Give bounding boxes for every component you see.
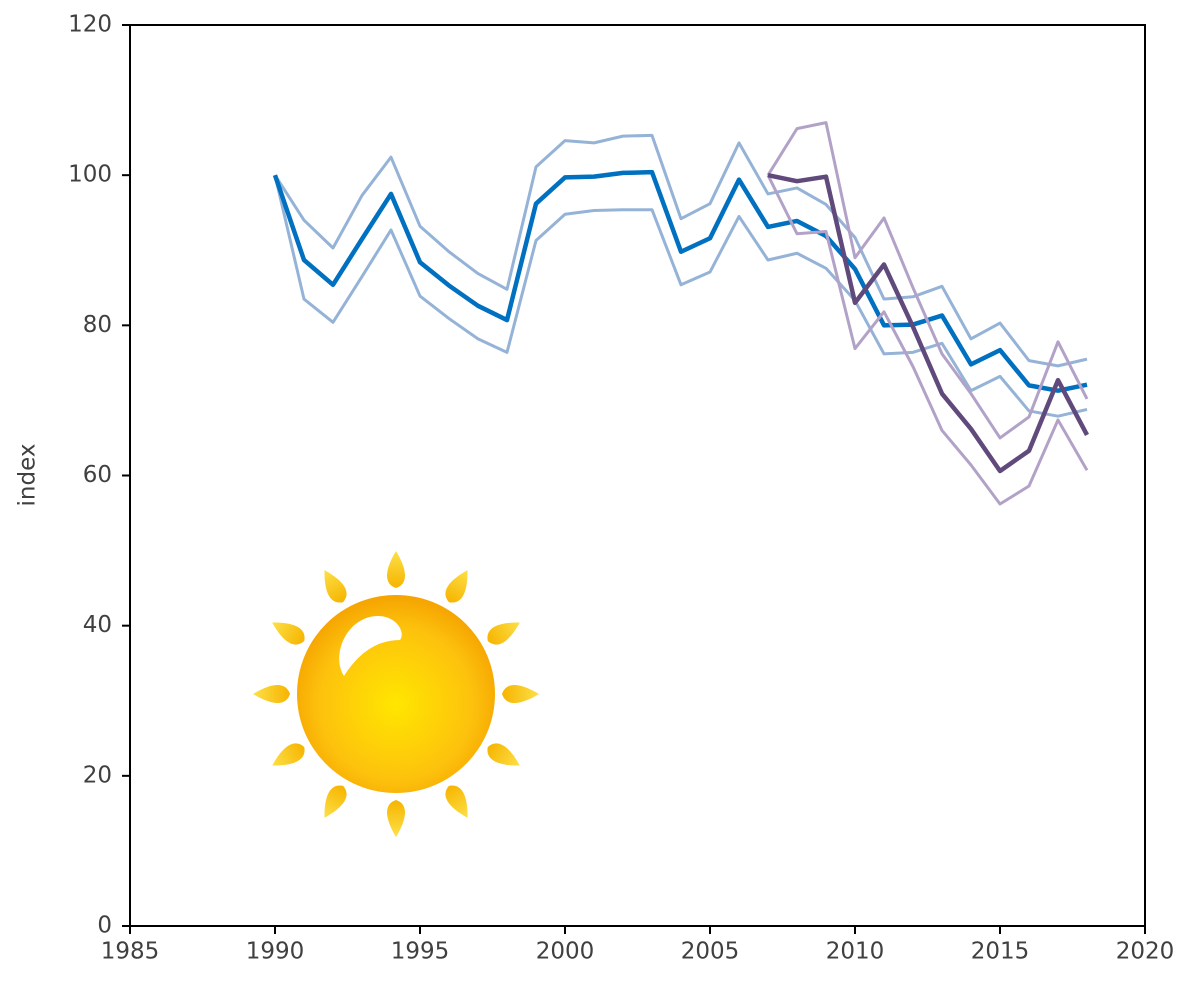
y-tick-label: 40	[83, 612, 112, 638]
sun-decoration	[253, 551, 539, 837]
series-line	[766, 174, 1089, 506]
y-axis-label: index	[15, 444, 41, 507]
y-tick-label: 120	[68, 12, 112, 38]
x-tick-label: 2020	[1116, 939, 1175, 965]
series-line	[272, 169, 1088, 393]
x-tick-label: 1995	[391, 939, 450, 965]
x-tick-label: 2000	[536, 939, 595, 965]
series-line	[273, 133, 1088, 368]
series-line	[767, 172, 1089, 474]
y-tick-label: 60	[83, 462, 112, 488]
series-line	[766, 121, 1089, 440]
x-tick-label: 2010	[826, 939, 885, 965]
plot-frame	[129, 24, 1146, 927]
y-tick-label: 100	[68, 162, 112, 188]
y-tick-label: 20	[83, 762, 112, 788]
y-tick-label: 0	[97, 913, 112, 939]
x-tick-label: 1990	[246, 939, 305, 965]
series-line	[273, 174, 1088, 418]
x-tick-label: 2005	[681, 939, 740, 965]
x-tick-label: 1985	[101, 939, 160, 965]
y-tick-label: 80	[83, 312, 112, 338]
x-tick-label: 2015	[971, 939, 1030, 965]
